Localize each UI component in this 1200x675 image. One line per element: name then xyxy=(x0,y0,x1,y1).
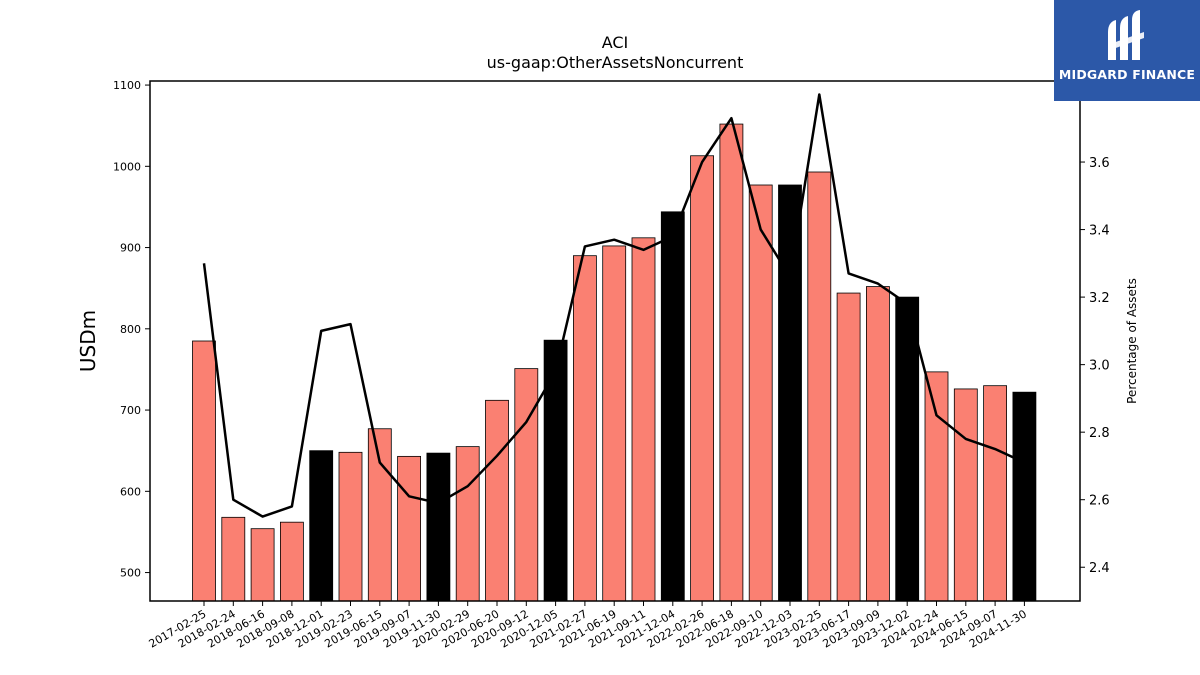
bar xyxy=(221,516,246,602)
bar-series xyxy=(192,123,1037,602)
y2-tick-label: 3.6 xyxy=(1089,156,1110,171)
y-tick-label: 900 xyxy=(120,242,141,255)
chart-subtitle: us-gaap:OtherAssetsNoncurrent xyxy=(487,53,744,72)
bar xyxy=(953,388,978,602)
y2-axis-label: Percentage of Assets xyxy=(1125,278,1139,404)
bar xyxy=(807,171,832,602)
bar xyxy=(983,385,1007,602)
bar xyxy=(543,339,568,602)
bar xyxy=(514,368,539,602)
y2-tick-label: 3.2 xyxy=(1089,291,1110,306)
bar xyxy=(338,451,363,602)
bar xyxy=(895,296,920,602)
bar xyxy=(748,184,773,602)
bar xyxy=(836,292,861,602)
y2-tick-label: 3.4 xyxy=(1089,224,1110,239)
bar xyxy=(192,340,216,602)
chart-title: ACI xyxy=(602,33,629,52)
y-axis-label: USDm xyxy=(76,310,100,372)
y2-tick-label: 2.4 xyxy=(1089,561,1110,576)
bar xyxy=(719,123,744,602)
bar xyxy=(660,211,685,602)
bar xyxy=(866,286,890,602)
bar xyxy=(279,521,304,602)
logo: MIDGARD FINANCE xyxy=(1054,0,1200,101)
bar xyxy=(309,450,334,602)
bar xyxy=(250,528,275,602)
bar xyxy=(367,428,392,602)
midgard-logo-icon xyxy=(1108,10,1144,60)
bar xyxy=(602,245,627,602)
y-tick-label: 1000 xyxy=(113,160,141,173)
line-series xyxy=(202,93,1025,518)
y-tick-label: 800 xyxy=(120,323,141,336)
bar xyxy=(397,455,422,602)
y2-tick-label: 3.0 xyxy=(1089,359,1110,374)
bar xyxy=(573,255,597,602)
y2-tick-label: 2.8 xyxy=(1089,426,1110,441)
bar xyxy=(631,237,656,602)
y-tick-label: 600 xyxy=(120,485,141,498)
bar xyxy=(455,446,480,602)
logo-text: MIDGARD FINANCE xyxy=(1058,67,1196,82)
bar xyxy=(924,371,949,602)
y-tick-label: 1100 xyxy=(113,79,141,92)
bar xyxy=(778,184,802,602)
bar xyxy=(426,452,451,602)
y-tick-label: 700 xyxy=(120,404,141,417)
bar xyxy=(690,155,714,602)
percentage-line xyxy=(202,93,1025,518)
bar xyxy=(1012,391,1037,602)
y2-tick-label: 2.6 xyxy=(1089,494,1110,509)
bar xyxy=(485,399,509,602)
y-tick-label: 500 xyxy=(120,567,141,580)
plot-frame xyxy=(149,80,1081,602)
